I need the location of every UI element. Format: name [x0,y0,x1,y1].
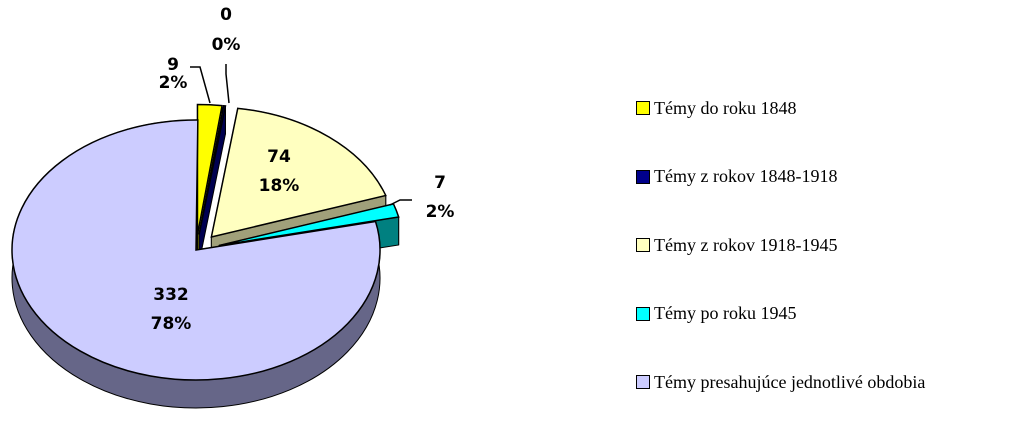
legend-item: Témy po roku 1945 [636,303,1026,325]
data-label-percent: 18% [259,176,300,196]
legend-swatch [636,169,650,184]
leader-line [190,66,211,104]
legend-item: Témy z rokov 1918-1945 [636,234,1026,256]
pie-slice [196,103,223,235]
legend-label: Témy z rokov 1918-1945 [654,234,838,255]
legend-item: Témy z rokov 1848-1918 [636,166,1026,188]
leader-lines [190,64,412,206]
legend-label: Témy z rokov 1848-1918 [654,166,838,186]
legend-swatch [636,238,650,252]
data-label-value: 7 [434,173,446,193]
pie-slice [198,104,227,235]
pie-slice [11,119,381,381]
data-label-value: 9 [167,55,179,75]
data-label-value: 74 [267,147,291,167]
legend-swatch [636,101,650,115]
pie-slice [210,107,387,238]
data-label-value: 332 [153,285,189,305]
legend-item: Témy presahujúce jednotlivé obdobia [636,371,1026,393]
data-label-value: 0 [220,5,232,25]
data-label-percent: 0% [212,35,241,55]
data-label-percent: 2% [159,73,188,93]
data-label-percent: 2% [426,202,455,222]
leader-line [225,64,230,104]
legend-swatch [636,306,650,321]
data-label-percent: 78% [151,314,192,334]
leader-line [389,199,412,206]
legend: Témy do roku 1848 Témy z rokov 1848-1918… [636,97,1026,440]
legend-label: Témy presahujúce jednotlivé obdobia [654,371,926,392]
legend-label: Témy po roku 1945 [654,303,797,323]
legend-item: Témy do roku 1848 [636,97,1026,119]
pie-slices [11,103,400,381]
legend-label: Témy do roku 1848 [654,97,797,118]
legend-swatch [636,375,650,389]
